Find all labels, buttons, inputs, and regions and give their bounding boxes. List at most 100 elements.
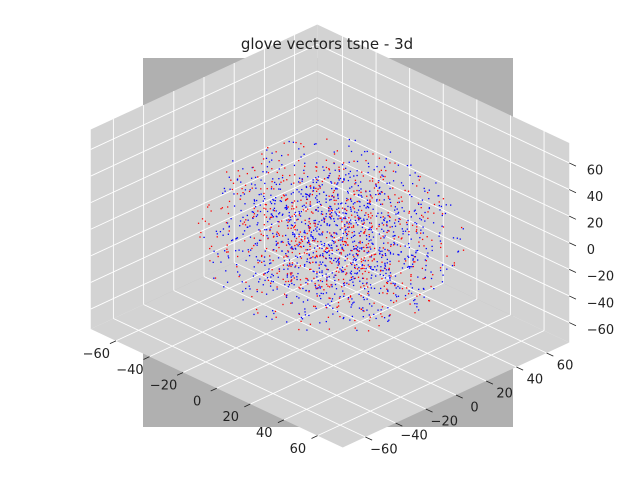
data-point xyxy=(341,219,343,221)
data-point xyxy=(304,165,306,168)
data-point xyxy=(329,210,331,212)
data-point xyxy=(393,234,396,237)
data-point xyxy=(404,298,407,300)
data-point xyxy=(356,160,359,163)
data-point xyxy=(345,174,347,176)
data-point xyxy=(343,208,346,210)
z-tick-mark xyxy=(569,189,577,194)
data-point xyxy=(291,251,293,254)
data-point xyxy=(387,289,389,291)
data-point xyxy=(286,321,288,323)
data-point xyxy=(328,297,330,299)
data-point xyxy=(248,190,251,193)
data-point xyxy=(305,196,307,198)
data-point xyxy=(319,185,321,188)
data-point xyxy=(291,262,294,264)
x-tick-mark xyxy=(244,403,251,408)
data-point xyxy=(269,201,272,203)
data-point xyxy=(232,160,234,162)
data-point xyxy=(316,245,319,247)
data-point xyxy=(368,201,371,203)
data-point xyxy=(410,275,412,277)
data-point xyxy=(406,164,409,167)
data-point xyxy=(321,219,323,221)
data-point xyxy=(426,191,429,194)
data-point xyxy=(295,265,297,267)
data-point xyxy=(317,210,319,212)
data-point xyxy=(378,171,381,173)
data-point xyxy=(361,171,363,173)
data-point xyxy=(293,213,296,216)
data-point xyxy=(321,270,323,272)
data-point xyxy=(200,231,202,234)
data-point xyxy=(274,181,276,184)
data-point xyxy=(250,249,252,251)
data-point xyxy=(258,281,260,283)
data-point xyxy=(329,213,331,215)
data-point xyxy=(369,190,371,192)
data-point xyxy=(267,237,269,240)
data-point xyxy=(225,221,228,224)
data-point xyxy=(283,256,285,258)
data-point xyxy=(207,206,209,208)
data-point xyxy=(346,190,349,193)
data-point xyxy=(358,307,361,309)
grid-line-z-left xyxy=(90,97,318,204)
data-point xyxy=(281,174,284,177)
data-point xyxy=(327,250,330,252)
data-point xyxy=(413,261,415,263)
data-point xyxy=(265,204,267,206)
data-point xyxy=(370,217,372,219)
data-point xyxy=(349,272,352,274)
data-point xyxy=(296,189,298,191)
data-point xyxy=(335,261,338,263)
data-point xyxy=(363,257,365,259)
data-point xyxy=(442,274,444,276)
data-point xyxy=(282,213,284,215)
data-point xyxy=(342,243,345,246)
data-point xyxy=(369,194,372,196)
data-point xyxy=(228,176,230,178)
data-point xyxy=(317,223,319,225)
data-point xyxy=(267,270,270,273)
data-point xyxy=(333,151,335,153)
data-point xyxy=(349,279,351,281)
data-point xyxy=(330,181,332,183)
data-point xyxy=(395,213,397,215)
data-point xyxy=(366,202,369,205)
data-point xyxy=(378,187,380,189)
data-point xyxy=(319,287,321,289)
data-point xyxy=(404,230,407,232)
data-point xyxy=(297,200,299,202)
data-point xyxy=(336,267,338,269)
data-point xyxy=(265,208,267,210)
data-point xyxy=(346,209,348,212)
data-point xyxy=(278,183,281,185)
data-point xyxy=(409,303,411,305)
data-point xyxy=(314,238,317,240)
data-point xyxy=(308,230,311,232)
data-point xyxy=(307,239,310,242)
x-tick-label: −40 xyxy=(116,363,143,378)
data-point xyxy=(446,268,448,270)
data-point xyxy=(287,238,289,240)
data-point xyxy=(376,265,379,267)
data-point xyxy=(266,149,268,151)
data-point xyxy=(392,187,394,189)
data-point xyxy=(356,212,358,214)
data-point xyxy=(353,175,355,177)
data-point xyxy=(348,138,351,141)
data-point xyxy=(433,287,435,290)
data-point xyxy=(325,265,327,267)
data-point xyxy=(310,235,312,237)
z-tick-label: −60 xyxy=(587,323,614,338)
data-point xyxy=(275,240,277,243)
data-point xyxy=(408,230,410,233)
z-tick-mark xyxy=(569,322,577,327)
data-point xyxy=(359,217,362,219)
data-point xyxy=(371,268,373,271)
data-point xyxy=(290,224,293,226)
data-point xyxy=(411,195,413,198)
data-point xyxy=(338,179,340,181)
data-point xyxy=(271,180,273,183)
